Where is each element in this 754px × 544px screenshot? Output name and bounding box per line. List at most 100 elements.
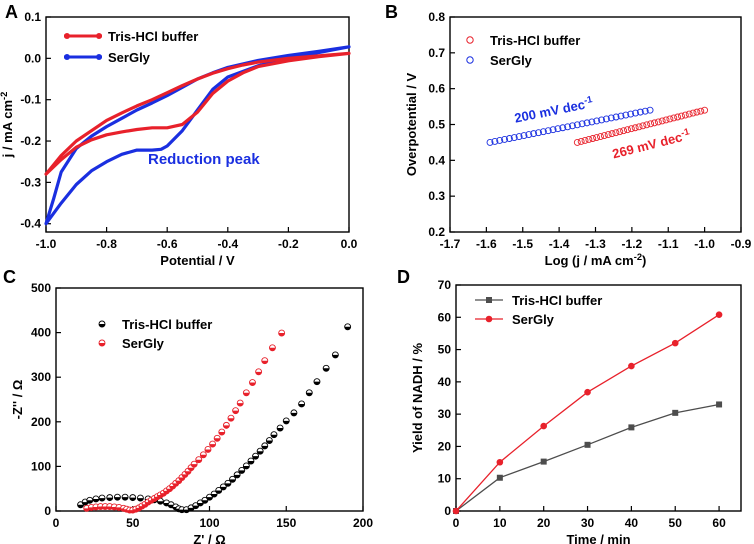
legend-label: SerGly — [122, 336, 165, 351]
tafel-point — [639, 122, 647, 130]
nyquist-point — [98, 494, 106, 502]
legend-marker — [64, 33, 70, 39]
y-tick-label: -0.1 — [20, 93, 41, 107]
nyquist-point — [256, 447, 264, 455]
x-tick-label: -1.0 — [694, 237, 715, 251]
y-axis-label: Yield of NADH / % — [410, 343, 425, 453]
nyquist-point — [238, 466, 246, 474]
nyquist-point — [92, 495, 100, 503]
nyquist-point — [229, 475, 236, 483]
nyquist-point — [261, 442, 269, 450]
tafel-point — [539, 128, 547, 136]
tafel-point — [581, 137, 589, 144]
cv-curve-tris — [44, 51, 351, 176]
tafel-point — [693, 108, 701, 116]
nyquist-point — [268, 344, 276, 352]
legend-label: Tris-HCl buffer — [512, 293, 602, 308]
tafel-point — [573, 138, 581, 146]
nyquist-point — [313, 378, 321, 386]
nyquist-point — [204, 446, 212, 453]
tafel-point — [662, 116, 670, 124]
tafel-point — [627, 125, 635, 133]
tafel-point — [697, 107, 705, 115]
nyquist-point — [236, 399, 244, 407]
tafel-point — [583, 119, 591, 127]
tafel-point — [620, 127, 628, 135]
nyquist-point — [209, 440, 217, 448]
panel-label-2: C — [3, 267, 16, 287]
y-tick-label: 0.5 — [428, 118, 445, 132]
y-tick-label: 200 — [31, 415, 51, 429]
x-tick-label: 150 — [276, 516, 296, 530]
tafel-point — [654, 118, 662, 126]
tafel-point — [607, 114, 615, 122]
tafel-point — [602, 115, 610, 123]
nyquist-point — [190, 460, 198, 468]
y-tick-label: 0.3 — [428, 189, 445, 203]
cv-curve-sergly — [44, 45, 351, 226]
nyquist-point — [199, 451, 207, 459]
x-tick-label: -0.8 — [96, 237, 117, 251]
tafel-point — [616, 128, 624, 136]
nyquist-point — [261, 357, 269, 365]
tafel-point — [681, 111, 689, 119]
x-tick-label: 100 — [199, 516, 219, 530]
tafel-point — [559, 124, 567, 132]
nyquist-point — [210, 490, 218, 498]
nyquist-point — [344, 323, 352, 331]
tafel-point — [666, 115, 674, 123]
tafel-point — [510, 134, 518, 141]
y-tick-label: 40 — [438, 375, 452, 389]
y-tick-label: 0.6 — [428, 82, 445, 96]
legend-marker — [64, 54, 70, 60]
nyquist-point — [276, 424, 284, 432]
data-point-sergly — [715, 311, 723, 319]
tafel-point — [678, 112, 685, 120]
nyquist-point — [305, 389, 313, 397]
nyquist-point — [331, 351, 339, 359]
tafel-point — [622, 111, 630, 119]
tafel-point — [641, 107, 649, 115]
x-axis-label: Time / min — [566, 532, 630, 544]
y-tick-label: 0 — [444, 504, 451, 518]
y-tick-label: 60 — [438, 310, 452, 324]
tafel-point — [491, 137, 499, 145]
x-tick-label: 30 — [581, 516, 595, 530]
y-axis-label: j / mA cm-2 — [0, 92, 15, 159]
y-tick-label: 0.4 — [428, 153, 445, 167]
data-point-sergly — [452, 507, 460, 515]
x-tick-label: -1.6 — [476, 237, 497, 251]
tafel-point — [604, 131, 612, 139]
nyquist-point — [242, 389, 250, 397]
legend-marker — [466, 56, 474, 64]
data-point-tris — [716, 401, 723, 408]
nyquist-point — [232, 407, 240, 415]
y-tick-label: -0.3 — [20, 175, 41, 189]
panel-0: -1.0 -0.8 -0.6 -0.4 -0.2 0.0 -0.4 -0.3 -0.2 -0.1 0… — [0, 10, 358, 268]
panel-1: -1.7 -1.6 -1.5 -1.4 -1.3 -1.2 -1.1 -1.0 -0.9 0.2 0… — [404, 10, 752, 268]
x-tick-label: 0 — [53, 516, 60, 530]
nyquist-point — [201, 496, 209, 504]
tafel-point — [544, 127, 552, 135]
legend-label: SerGly — [512, 312, 555, 327]
tafel-point — [612, 129, 620, 137]
tafel-point — [573, 121, 581, 129]
y-tick-label: 400 — [31, 326, 51, 340]
tafel-point — [496, 137, 504, 144]
nyquist-point — [242, 462, 250, 470]
tafel-point — [647, 120, 655, 128]
plot-frame — [45, 16, 350, 233]
panel-2: 0 50 100 150 200 0 100 200 300 400 500 Z' / Ω -Z'' /… — [10, 281, 373, 544]
legend-marker — [486, 297, 492, 303]
x-tick-label: -1.5 — [512, 237, 533, 251]
tafel-point — [486, 138, 494, 146]
y-tick-label: -0.4 — [20, 217, 41, 231]
x-tick-label: -0.2 — [278, 237, 299, 251]
nyquist-point — [255, 368, 263, 376]
nyquist-point — [278, 329, 286, 337]
nyquist-point — [129, 494, 137, 502]
nyquist-point — [218, 428, 226, 436]
tafel-point — [646, 106, 654, 114]
tafel-point — [530, 130, 538, 138]
